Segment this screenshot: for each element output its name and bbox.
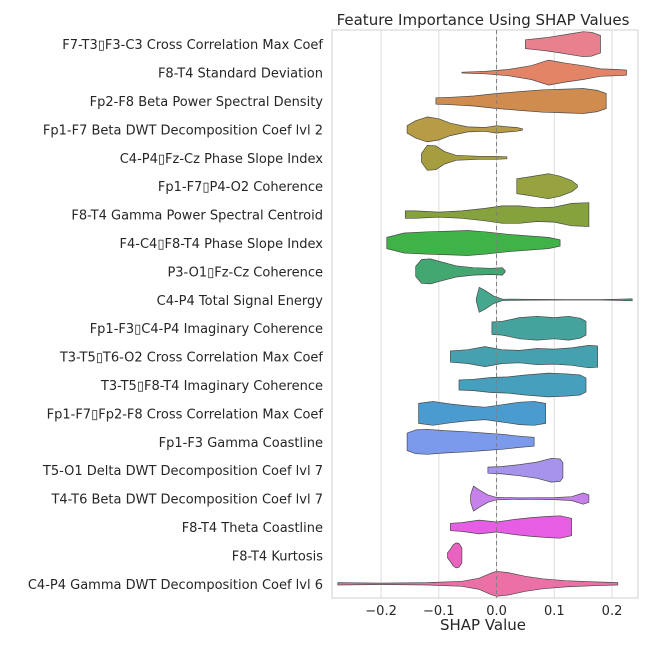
violin-mark [461, 59, 627, 86]
violin-mark [404, 202, 590, 227]
feature-label: Fp1-F7 Beta DWT Decomposition Coef lvl 2 [43, 123, 323, 138]
violin-mark [415, 258, 506, 285]
feature-label: F8-T4 Theta Coastline [182, 521, 323, 536]
feature-label: F4-C4▯F8-T4 Phase Slope Index [120, 237, 324, 252]
feature-label: Fp1-F3 Gamma Coastline [159, 436, 323, 451]
violin-mark [406, 116, 523, 143]
feature-label: F7-T3▯F3-C3 Cross Correlation Max Coef [62, 38, 323, 53]
violin-mark [406, 428, 535, 455]
violin-mark [421, 144, 508, 171]
violin-mark [386, 230, 561, 256]
violin-mark [487, 457, 564, 483]
violin-mark [470, 485, 590, 512]
plot-area [331, 29, 639, 599]
x-tick-label: 0.1 [544, 604, 565, 619]
feature-label: C4-P4 Gamma DWT Decomposition Coef lvl 6 [28, 578, 323, 593]
feature-label: Fp1-F7▯P4-O2 Coherence [158, 180, 323, 195]
violins [337, 30, 633, 598]
feature-label: T5-O1 Delta DWT Decomposition Coef lvl 7 [42, 464, 323, 479]
feature-label: C4-P4▯Fz-Cz Phase Slope Index [120, 152, 324, 167]
x-tick-label: −0.1 [423, 604, 455, 619]
x-tick-label: 0.2 [602, 604, 623, 619]
feature-label: C4-P4 Total Signal Energy [157, 294, 324, 309]
feature-label: Fp1-F7▯Fp2-F8 Cross Correlation Max Coef [47, 407, 324, 422]
feature-label: F8-T4 Gamma Power Spectral Centroid [71, 209, 323, 224]
feature-label: T3-T5▯F8-T4 Imaginary Coherence [100, 379, 323, 394]
feature-label: Fp1-F3▯C4-P4 Imaginary Coherence [90, 322, 323, 337]
feature-label: Fp2-F8 Beta Power Spectral Density [90, 95, 324, 110]
feature-label: T3-T5▯T6-O2 Cross Correlation Max Coef [59, 351, 324, 366]
violin-mark [458, 372, 587, 398]
violin-mark [525, 31, 601, 58]
x-tick-labels: −0.2 −0.1 0.0 0.1 0.2 [365, 604, 622, 619]
feature-label: F8-T4 Kurtosis [232, 549, 323, 564]
violin-mark [418, 401, 546, 426]
feature-label: F8-T4 Standard Deviation [158, 67, 323, 82]
violin-mark [516, 173, 578, 200]
x-tick-label: 0.0 [486, 604, 507, 619]
violin-mark [450, 345, 598, 369]
x-axis-label: SHAP Value [440, 616, 526, 634]
x-tick-label: −0.2 [365, 604, 397, 619]
chart-title: Feature Importance Using SHAP Values [337, 11, 630, 29]
violin-mark [337, 570, 619, 597]
violin-mark [435, 88, 607, 114]
feature-label: T4-T6 Beta DWT Decomposition Coef lvl 7 [50, 493, 323, 508]
violin-mark [491, 315, 587, 341]
feature-labels: F7-T3▯F3-C3 Cross Correlation Max Coef F8… [28, 38, 324, 593]
feature-label: P3-O1▯Fz-Cz Coherence [167, 265, 323, 280]
violin-mark [447, 542, 463, 569]
